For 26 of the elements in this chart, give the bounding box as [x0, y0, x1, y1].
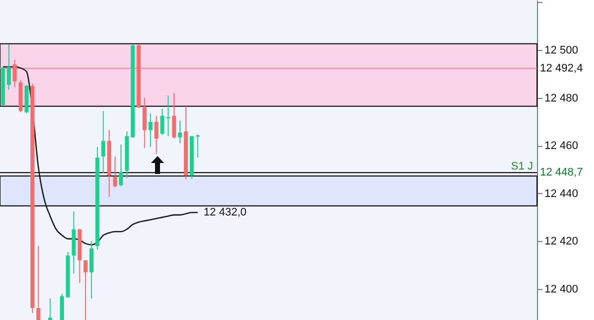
- candlestick: [12, 59, 17, 88]
- ref-line-label: 12 448,7: [540, 166, 583, 179]
- candlestick: [101, 110, 106, 174]
- candlestick: [60, 293, 64, 320]
- candlestick: [142, 97, 147, 149]
- candlestick: [118, 144, 123, 187]
- candlestick: [36, 245, 40, 320]
- y-tick-label: 12 500: [544, 44, 578, 57]
- y-tick-label: 12 400: [544, 283, 578, 296]
- y-tick-label: 12 480: [544, 92, 578, 104]
- candlestick: [84, 260, 88, 320]
- candlestick: [154, 115, 158, 155]
- ref-line-label: 12 492,4: [540, 62, 583, 74]
- annotation: S1 J: [510, 160, 533, 173]
- candlestick: [89, 240, 94, 300]
- candlestick: [113, 156, 118, 188]
- y-tick-label: 12 440: [544, 188, 578, 200]
- candlestick: [172, 92, 176, 140]
- data-label: 12 432,0: [204, 206, 247, 219]
- line-series: [2, 66, 198, 246]
- y-tick-label: 12 420: [544, 236, 578, 248]
- candlestick: [48, 298, 52, 320]
- candlestick: [178, 120, 182, 144]
- candlestick: [148, 112, 152, 148]
- y-tick-label: 12 460: [544, 140, 578, 152]
- candlestick: [6, 44, 11, 90]
